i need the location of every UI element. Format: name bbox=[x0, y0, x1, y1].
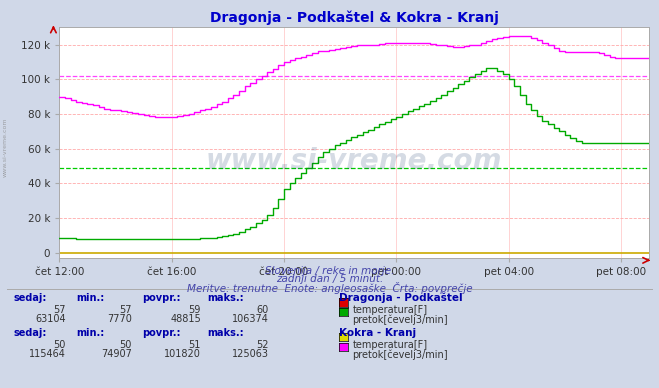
Text: povpr.:: povpr.: bbox=[142, 328, 180, 338]
Text: pretok[čevelj3/min]: pretok[čevelj3/min] bbox=[353, 314, 448, 325]
Text: 7770: 7770 bbox=[107, 314, 132, 324]
Text: 51: 51 bbox=[188, 340, 201, 350]
Text: 101820: 101820 bbox=[164, 349, 201, 359]
Text: sedaj:: sedaj: bbox=[13, 328, 47, 338]
Text: sedaj:: sedaj: bbox=[13, 293, 47, 303]
Text: Dragonja - Podkaštel: Dragonja - Podkaštel bbox=[339, 293, 463, 303]
Text: 63104: 63104 bbox=[36, 314, 66, 324]
Text: 57: 57 bbox=[53, 305, 66, 315]
Text: maks.:: maks.: bbox=[208, 328, 244, 338]
Text: 125063: 125063 bbox=[232, 349, 269, 359]
Text: min.:: min.: bbox=[76, 293, 104, 303]
Text: www.si-vreme.com: www.si-vreme.com bbox=[206, 147, 502, 175]
Text: 57: 57 bbox=[119, 305, 132, 315]
Text: 50: 50 bbox=[119, 340, 132, 350]
Text: Meritve: trenutne  Enote: angleosaške  Črta: povprečje: Meritve: trenutne Enote: angleosaške Črt… bbox=[186, 282, 473, 294]
Text: 52: 52 bbox=[256, 340, 269, 350]
Text: 50: 50 bbox=[53, 340, 66, 350]
Text: pretok[čevelj3/min]: pretok[čevelj3/min] bbox=[353, 349, 448, 360]
Text: maks.:: maks.: bbox=[208, 293, 244, 303]
Text: 106374: 106374 bbox=[232, 314, 269, 324]
Text: 60: 60 bbox=[256, 305, 269, 315]
Text: min.:: min.: bbox=[76, 328, 104, 338]
Text: temperatura[F]: temperatura[F] bbox=[353, 305, 428, 315]
Title: Dragonja - Podkaštel & Kokra - Kranj: Dragonja - Podkaštel & Kokra - Kranj bbox=[210, 10, 499, 24]
Text: zadnji dan / 5 minut.: zadnji dan / 5 minut. bbox=[276, 274, 383, 284]
Text: 48815: 48815 bbox=[170, 314, 201, 324]
Text: 74907: 74907 bbox=[101, 349, 132, 359]
Text: temperatura[F]: temperatura[F] bbox=[353, 340, 428, 350]
Text: povpr.:: povpr.: bbox=[142, 293, 180, 303]
Text: Kokra - Kranj: Kokra - Kranj bbox=[339, 328, 416, 338]
Text: www.si-vreme.com: www.si-vreme.com bbox=[3, 118, 8, 177]
Text: 59: 59 bbox=[188, 305, 201, 315]
Text: Slovenija / reke in morje.: Slovenija / reke in morje. bbox=[265, 266, 394, 276]
Text: 115464: 115464 bbox=[29, 349, 66, 359]
